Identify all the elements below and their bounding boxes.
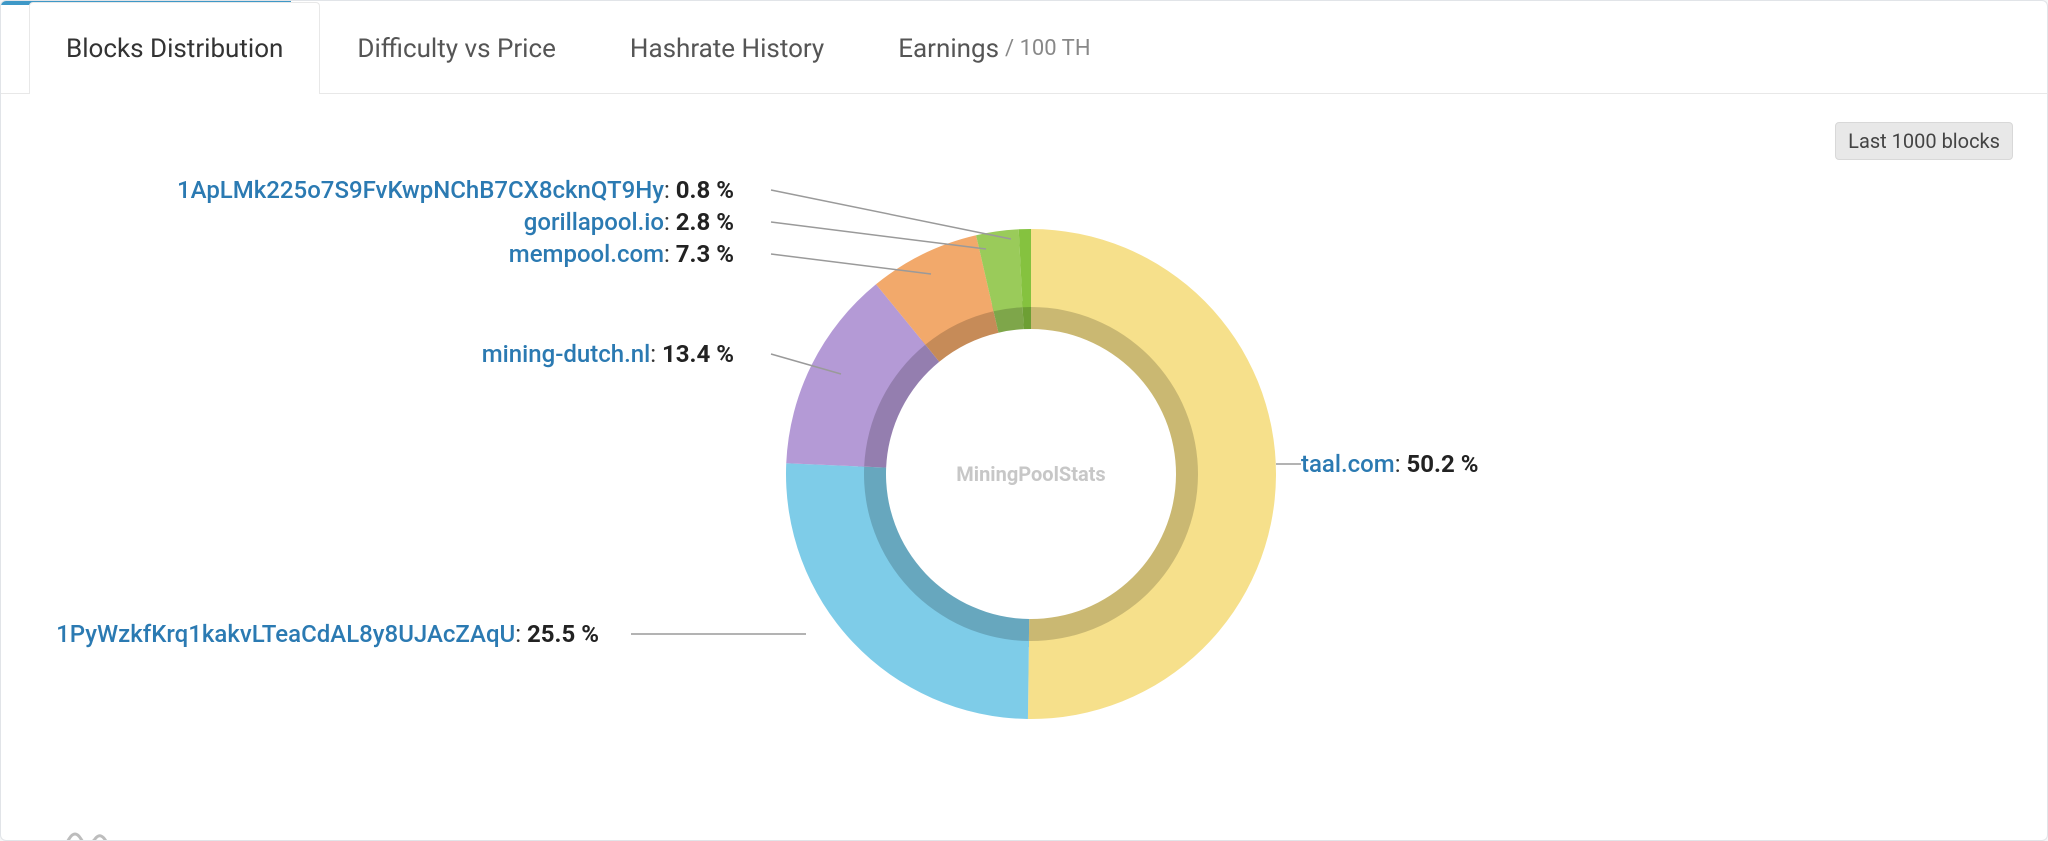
slice-label: taal.com: 50.2 %	[1301, 450, 1478, 478]
leader-line	[771, 222, 986, 249]
tab-label: Blocks Distribution	[66, 34, 283, 64]
tab-label: Hashrate History	[630, 34, 824, 64]
tab-sublabel: / 100 TH	[1005, 36, 1090, 61]
donut-slice[interactable]	[786, 463, 1029, 719]
tab-label: Difficulty vs Price	[357, 34, 556, 64]
leader-line	[771, 190, 1011, 239]
slice-label: 1ApLMk225o7S9FvKwpNChB7CX8cknQT9Hy: 0.8 …	[177, 176, 734, 204]
tab-difficulty-vs-price[interactable]: Difficulty vs Price	[320, 2, 593, 94]
slice-label: mempool.com: 7.3 %	[509, 240, 734, 268]
chart-watermark: MiningPoolStats	[956, 462, 1105, 486]
tab-label: Earnings	[898, 34, 999, 64]
tab-hashrate-history[interactable]: Hashrate History	[593, 2, 861, 94]
slice-label: 1PyWzkfKrq1kakvLTeaCdAL8y8UJAcZAqU: 25.5…	[56, 620, 599, 648]
slice-name[interactable]: taal.com	[1301, 450, 1395, 478]
slice-label: mining-dutch.nl: 13.4 %	[482, 340, 734, 368]
tab-earnings[interactable]: Earnings / 100 TH	[861, 2, 1127, 94]
tab-blocks-distribution[interactable]: Blocks Distribution	[29, 2, 320, 94]
slice-value: 25.5 %	[527, 620, 599, 648]
slice-name[interactable]: 1ApLMk225o7S9FvKwpNChB7CX8cknQT9Hy	[177, 176, 664, 204]
slice-value: 0.8 %	[676, 176, 734, 204]
chart-body: Last 1000 blocks MiningPoolStatstaal.com…	[1, 94, 2047, 841]
slice-value: 7.3 %	[676, 240, 734, 268]
slice-label: gorillapool.io: 2.8 %	[524, 208, 734, 236]
slice-name[interactable]: 1PyWzkfKrq1kakvLTeaCdAL8y8UJAcZAqU	[56, 620, 515, 648]
slice-name[interactable]: mining-dutch.nl	[482, 340, 651, 368]
slice-value: 2.8 %	[676, 208, 734, 236]
slice-value: 50.2 %	[1406, 450, 1478, 478]
donut-chart: MiningPoolStats taal.com: 50.2 % 1PyWzkfKr…	[1, 94, 2047, 841]
slice-name[interactable]: gorillapool.io	[524, 208, 664, 236]
slice-value: 13.4 %	[662, 340, 734, 368]
stats-panel: Blocks Distribution Difficulty vs Price Ha…	[0, 0, 2048, 841]
slice-name[interactable]: mempool.com	[509, 240, 664, 268]
tab-bar: Blocks Distribution Difficulty vs Price Ha…	[1, 1, 2047, 94]
